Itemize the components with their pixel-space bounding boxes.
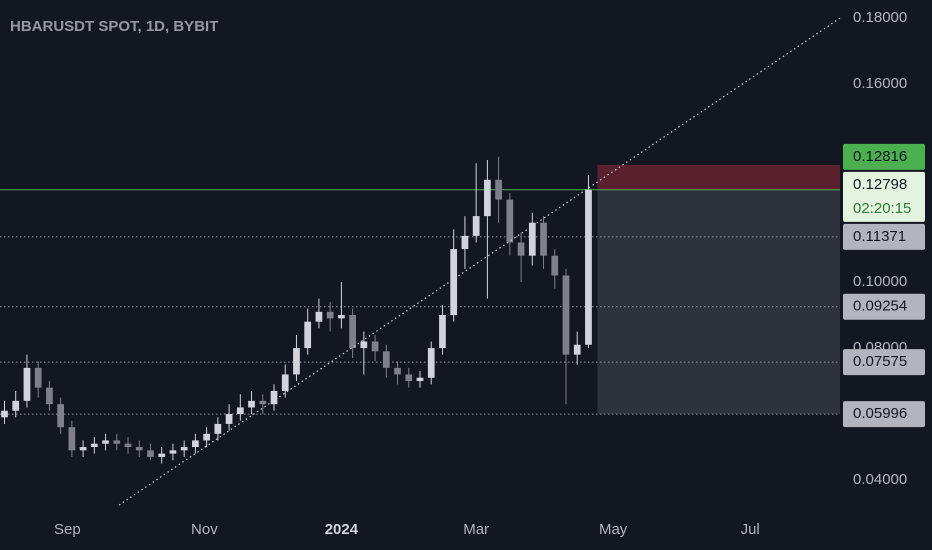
candle-body xyxy=(528,222,536,256)
candle-body xyxy=(472,216,480,236)
x-tick-label: Nov xyxy=(191,521,218,538)
candle-body xyxy=(427,348,435,378)
candle-body xyxy=(270,390,278,405)
price-label: 0.12816 xyxy=(853,148,907,165)
price-label-box xyxy=(843,223,925,250)
candle-body xyxy=(102,440,109,444)
x-tick-label: May xyxy=(599,521,628,538)
candle-body xyxy=(304,321,312,349)
y-tick-label: 0.04000 xyxy=(853,471,907,488)
candle-body xyxy=(46,387,53,405)
candle-body xyxy=(214,423,222,434)
price-label: 0.05996 xyxy=(853,405,907,422)
candle-body xyxy=(416,377,424,382)
price-label: 0.12798 xyxy=(853,176,907,193)
x-tick-label: 2024 xyxy=(325,521,359,538)
candle-body xyxy=(12,400,20,411)
candle-body xyxy=(450,249,458,316)
x-tick-label: Mar xyxy=(463,521,489,538)
candle-body xyxy=(135,447,143,451)
candle-body xyxy=(68,427,76,451)
stop-zone xyxy=(597,164,840,190)
chart-title: HBARUSDT SPOT, 1D, BYBIT xyxy=(10,18,218,35)
candle-body xyxy=(585,189,592,345)
candle-body xyxy=(461,235,469,250)
x-tick-label: Jul xyxy=(741,521,760,538)
candle-body xyxy=(562,275,570,355)
candle-body xyxy=(484,179,491,217)
candle-body xyxy=(394,367,401,375)
x-tick-label: Sep xyxy=(54,521,81,538)
candle-body xyxy=(338,315,345,319)
candle-body xyxy=(225,414,233,424)
candle-body xyxy=(236,407,244,415)
price-label-box xyxy=(843,349,925,376)
candle-body xyxy=(382,351,390,368)
price-label: 0.11371 xyxy=(853,228,906,245)
price-label-box xyxy=(843,143,925,170)
candle-body xyxy=(281,374,289,391)
candle-body xyxy=(506,199,514,243)
candle-body xyxy=(90,443,98,448)
candle-body xyxy=(158,453,166,457)
y-tick-label: 0.18000 xyxy=(853,9,907,26)
candle-body xyxy=(371,341,379,352)
price-label: 0.09254 xyxy=(853,298,907,315)
candle-body xyxy=(439,315,446,349)
candle-body xyxy=(147,450,154,457)
candle-body xyxy=(23,367,31,401)
candle-body xyxy=(551,255,559,276)
candle-body xyxy=(495,179,502,200)
target-zone xyxy=(597,189,840,415)
candle-body xyxy=(34,367,42,388)
candle-body xyxy=(573,344,581,355)
candle-body xyxy=(315,311,323,322)
candle-body xyxy=(203,433,210,441)
candle-body xyxy=(540,222,547,256)
candle-body xyxy=(360,341,368,349)
candle-body xyxy=(326,311,334,319)
candle-body xyxy=(57,404,65,428)
candle-body xyxy=(169,450,177,454)
candle-body xyxy=(248,400,255,408)
countdown: 02:20:15 xyxy=(853,200,911,217)
candle-body xyxy=(124,443,132,448)
price-label-box xyxy=(843,171,925,222)
y-tick-label: 0.10000 xyxy=(853,273,907,290)
candle-body xyxy=(1,410,8,418)
y-tick-label: 0.16000 xyxy=(853,75,907,92)
trendline xyxy=(118,17,841,506)
price-label: 0.07575 xyxy=(853,353,907,370)
candle-body xyxy=(293,348,300,375)
candle-body xyxy=(79,447,87,451)
candle-body xyxy=(113,440,121,444)
price-label-box xyxy=(843,401,925,428)
candle-body xyxy=(192,440,199,448)
candle-body xyxy=(259,400,267,405)
candle-body xyxy=(349,315,356,349)
candle-body xyxy=(517,242,525,256)
price-label-box xyxy=(843,293,925,320)
candle-body xyxy=(405,374,413,382)
candle-body xyxy=(180,447,188,451)
